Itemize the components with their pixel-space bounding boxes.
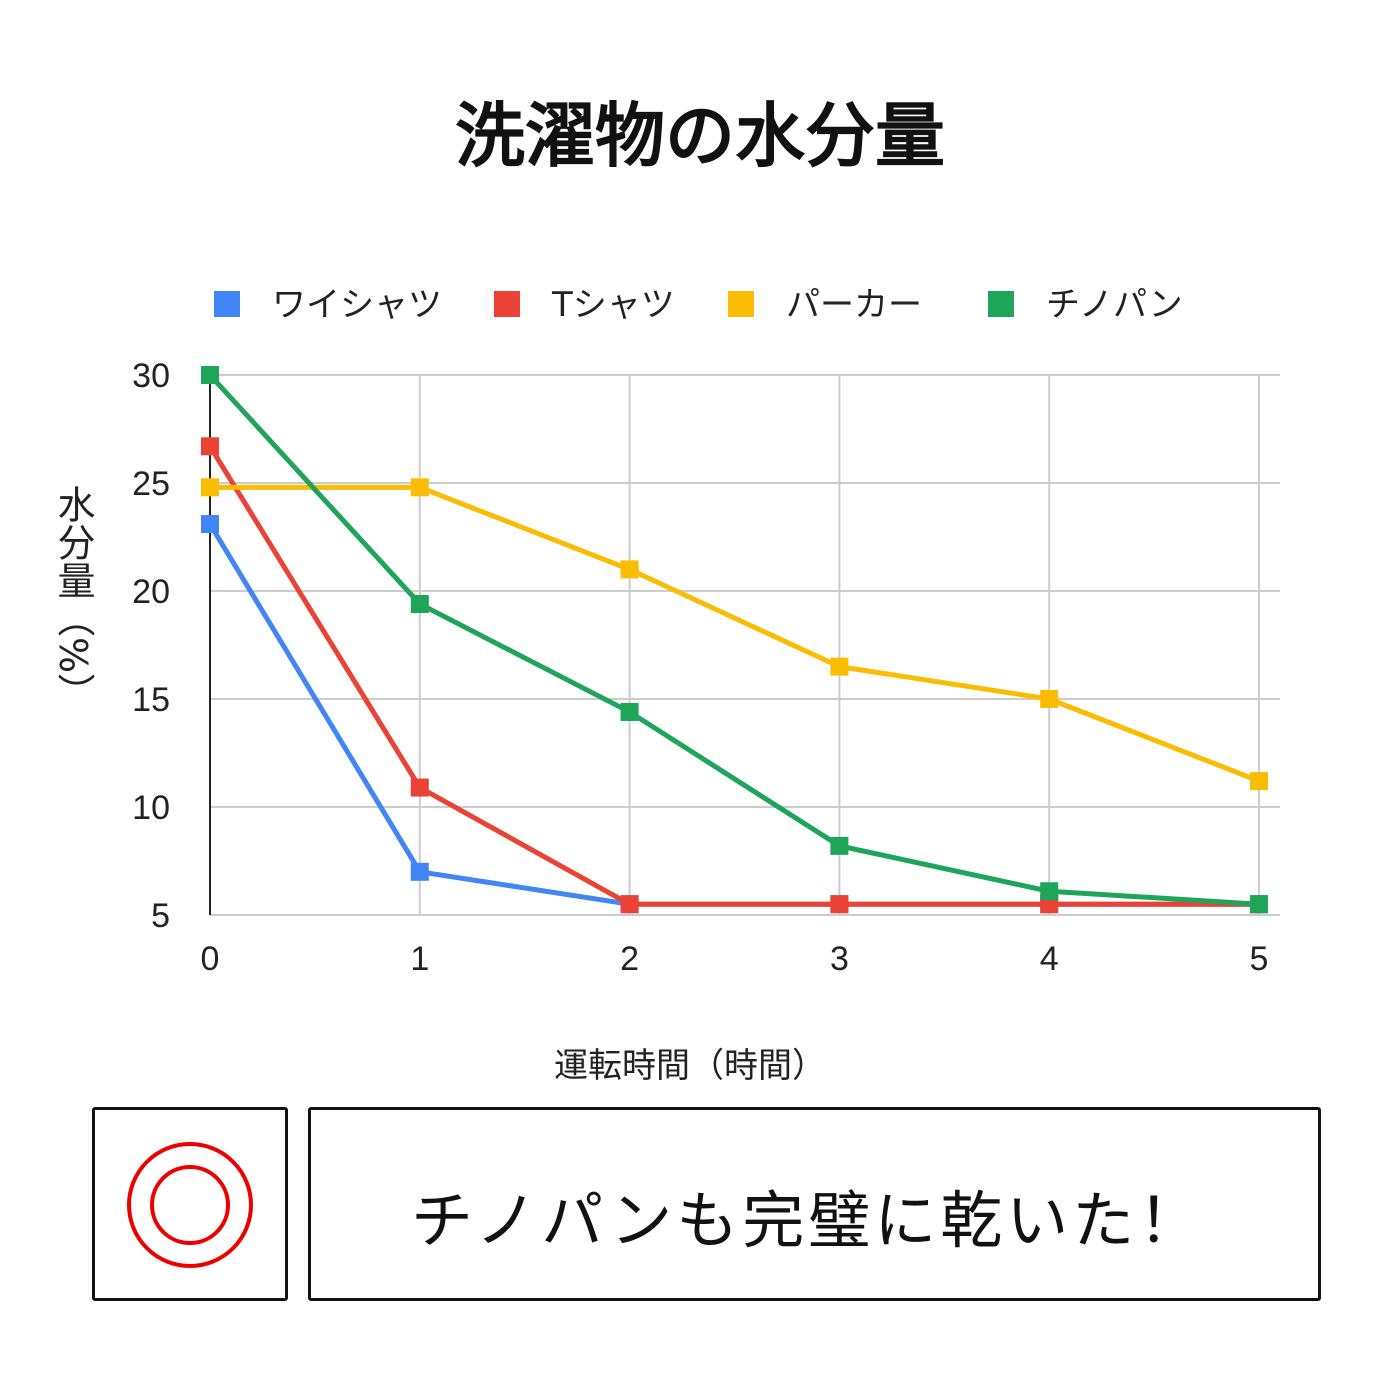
y-tick-label: 20	[132, 573, 170, 611]
y-tick-label: 25	[132, 465, 170, 503]
chart-title: 洗濯物の水分量	[455, 95, 945, 177]
legend-swatch	[214, 291, 240, 317]
data-point	[830, 836, 849, 855]
series-line	[207, 444, 1259, 907]
x-tick-label: 5	[1250, 940, 1269, 978]
line-chart: 5 10 15 20 25 30 0 1 2 3 4 5 ワイシャツ Tシャツ パーカー チノパン	[132, 285, 1280, 978]
legend-label: チノパン	[1046, 285, 1183, 325]
data-point	[201, 366, 219, 384]
data-point	[1250, 895, 1268, 914]
x-tick-label: 2	[620, 940, 639, 978]
data-point	[1040, 690, 1059, 708]
stamp-box	[92, 1107, 288, 1301]
x-tick-label: 0	[201, 940, 220, 978]
series-line	[207, 522, 1259, 907]
double-circle-icon	[127, 1142, 253, 1268]
data-point	[410, 478, 429, 497]
series-line	[210, 484, 1260, 784]
data-point	[410, 778, 429, 797]
data-point	[830, 895, 849, 914]
message-text: チノパンも完璧に乾いた！	[411, 1184, 1205, 1257]
data-point	[1040, 882, 1059, 901]
data-point	[620, 895, 639, 914]
x-tick-label: 1	[410, 940, 429, 978]
x-axis-label: 運転時間（時間）	[554, 1046, 826, 1086]
x-tick-label: 4	[1040, 940, 1059, 978]
legend-swatch	[494, 291, 520, 317]
legend-swatch	[728, 291, 754, 317]
data-point	[1250, 772, 1268, 791]
series-line	[208, 373, 1260, 907]
data-point	[201, 437, 219, 456]
data-point	[410, 862, 429, 881]
legend-label: Tシャツ	[551, 285, 675, 325]
legend-swatch	[988, 291, 1014, 317]
legend-label: ワイシャツ	[272, 285, 442, 325]
data-point	[201, 515, 219, 534]
message-box: チノパンも完璧に乾いた！	[308, 1107, 1321, 1301]
y-tick-label: 10	[132, 789, 170, 827]
data-point	[830, 657, 849, 676]
legend-label: パーカー	[786, 285, 922, 325]
y-axis-label: 水分量（%）	[51, 485, 95, 712]
y-tick-label: 5	[151, 897, 170, 935]
x-tick-label: 3	[830, 940, 849, 978]
data-point	[410, 594, 429, 613]
y-tick-label: 15	[132, 681, 170, 719]
y-tick-label: 30	[132, 357, 170, 395]
data-point	[201, 478, 219, 497]
data-point	[620, 702, 639, 721]
data-point	[620, 560, 639, 579]
